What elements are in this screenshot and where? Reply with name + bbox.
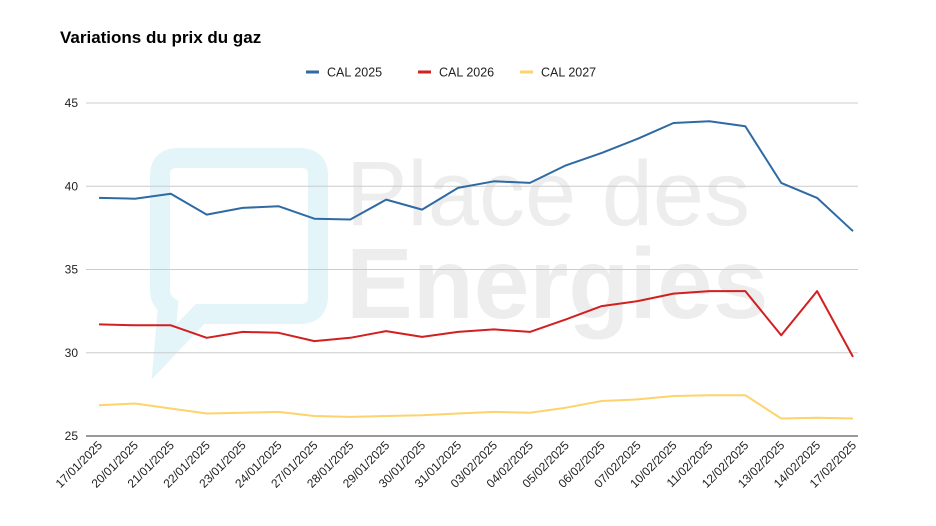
series-line-cal-2025	[98, 120, 854, 232]
y-tick-label: 30	[65, 346, 79, 360]
series-line-cal-2027	[98, 394, 854, 420]
y-axis-labels: 25 30 35 40 45	[65, 96, 79, 443]
watermark-text-line1: Place des	[346, 143, 750, 245]
y-tick-label: 45	[65, 96, 79, 110]
series-line-cal-2026	[98, 290, 854, 358]
series-lines	[98, 120, 854, 420]
legend-label: CAL 2027	[541, 66, 596, 80]
legend: CAL 2025 CAL 2026 CAL 2027	[306, 66, 596, 80]
y-tick-label: 40	[65, 179, 79, 193]
x-axis-labels: 17/01/202520/01/202521/01/202522/01/2025…	[53, 438, 860, 491]
y-tick-label: 25	[65, 429, 79, 443]
legend-label: CAL 2026	[439, 66, 494, 80]
legend-label: CAL 2025	[327, 66, 382, 80]
watermark-logo-icon	[150, 148, 328, 380]
chart-title: Variations du prix du gaz	[60, 28, 262, 47]
y-tick-label: 35	[65, 263, 79, 277]
